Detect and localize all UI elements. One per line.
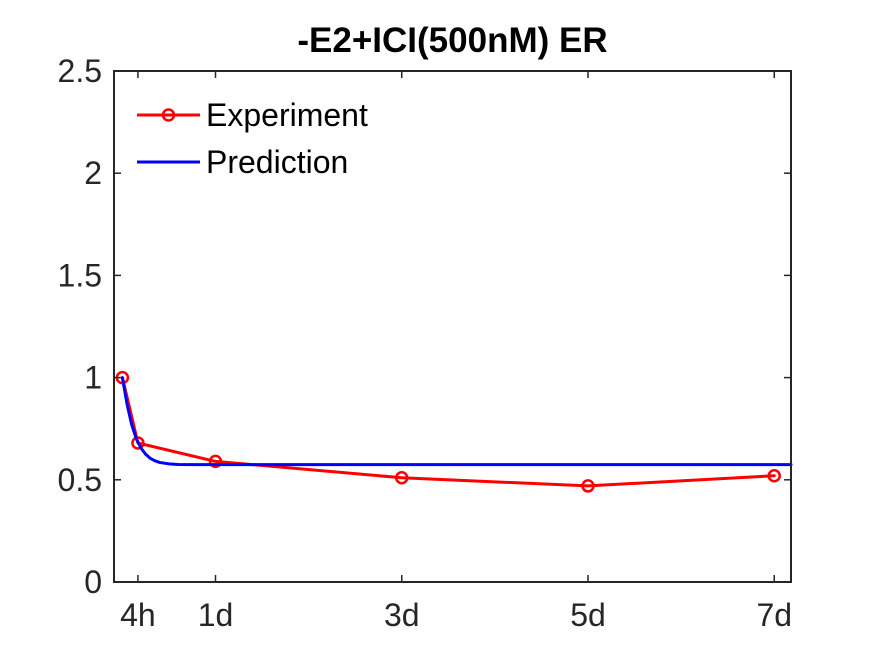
data-point-experiment-3 <box>394 471 409 485</box>
series-layer <box>115 370 793 493</box>
legend-label-prediction: Prediction <box>206 144 348 180</box>
legend: Experiment Prediction <box>137 97 368 180</box>
x-tick-label-4: 7d <box>756 597 792 633</box>
y-tick-label-0: 0 <box>84 564 102 600</box>
y-tick-label-4: 2 <box>84 155 102 191</box>
series-line-prediction <box>120 376 793 467</box>
axes-box <box>113 70 792 583</box>
y-tick-label-2: 1 <box>84 360 102 396</box>
x-tick-label-0: 4h <box>120 597 156 633</box>
data-point-experiment-5 <box>767 468 781 483</box>
x-tick-label-3: 5d <box>570 597 606 633</box>
legend-marker-experiment <box>161 108 176 122</box>
ticks-layer: 0 0.5 1 1.5 2 2.5 4h 1d 3d 5d 7d <box>58 53 793 633</box>
data-point-experiment-1 <box>131 436 145 450</box>
y-tick-label-5: 2.5 <box>58 53 102 89</box>
data-point-experiment-2 <box>208 454 223 469</box>
x-tick-label-2: 3d <box>384 597 420 633</box>
series-line-experiment <box>120 376 776 488</box>
x-tick-label-1: 1d <box>198 597 234 633</box>
chart-title: -E2+ICI(500nM) ER <box>297 21 607 60</box>
data-point-experiment-4 <box>581 479 595 493</box>
y-tick-label-1: 0.5 <box>58 462 102 498</box>
legend-label-experiment: Experiment <box>206 97 368 133</box>
y-tick-label-3: 1.5 <box>58 257 102 293</box>
